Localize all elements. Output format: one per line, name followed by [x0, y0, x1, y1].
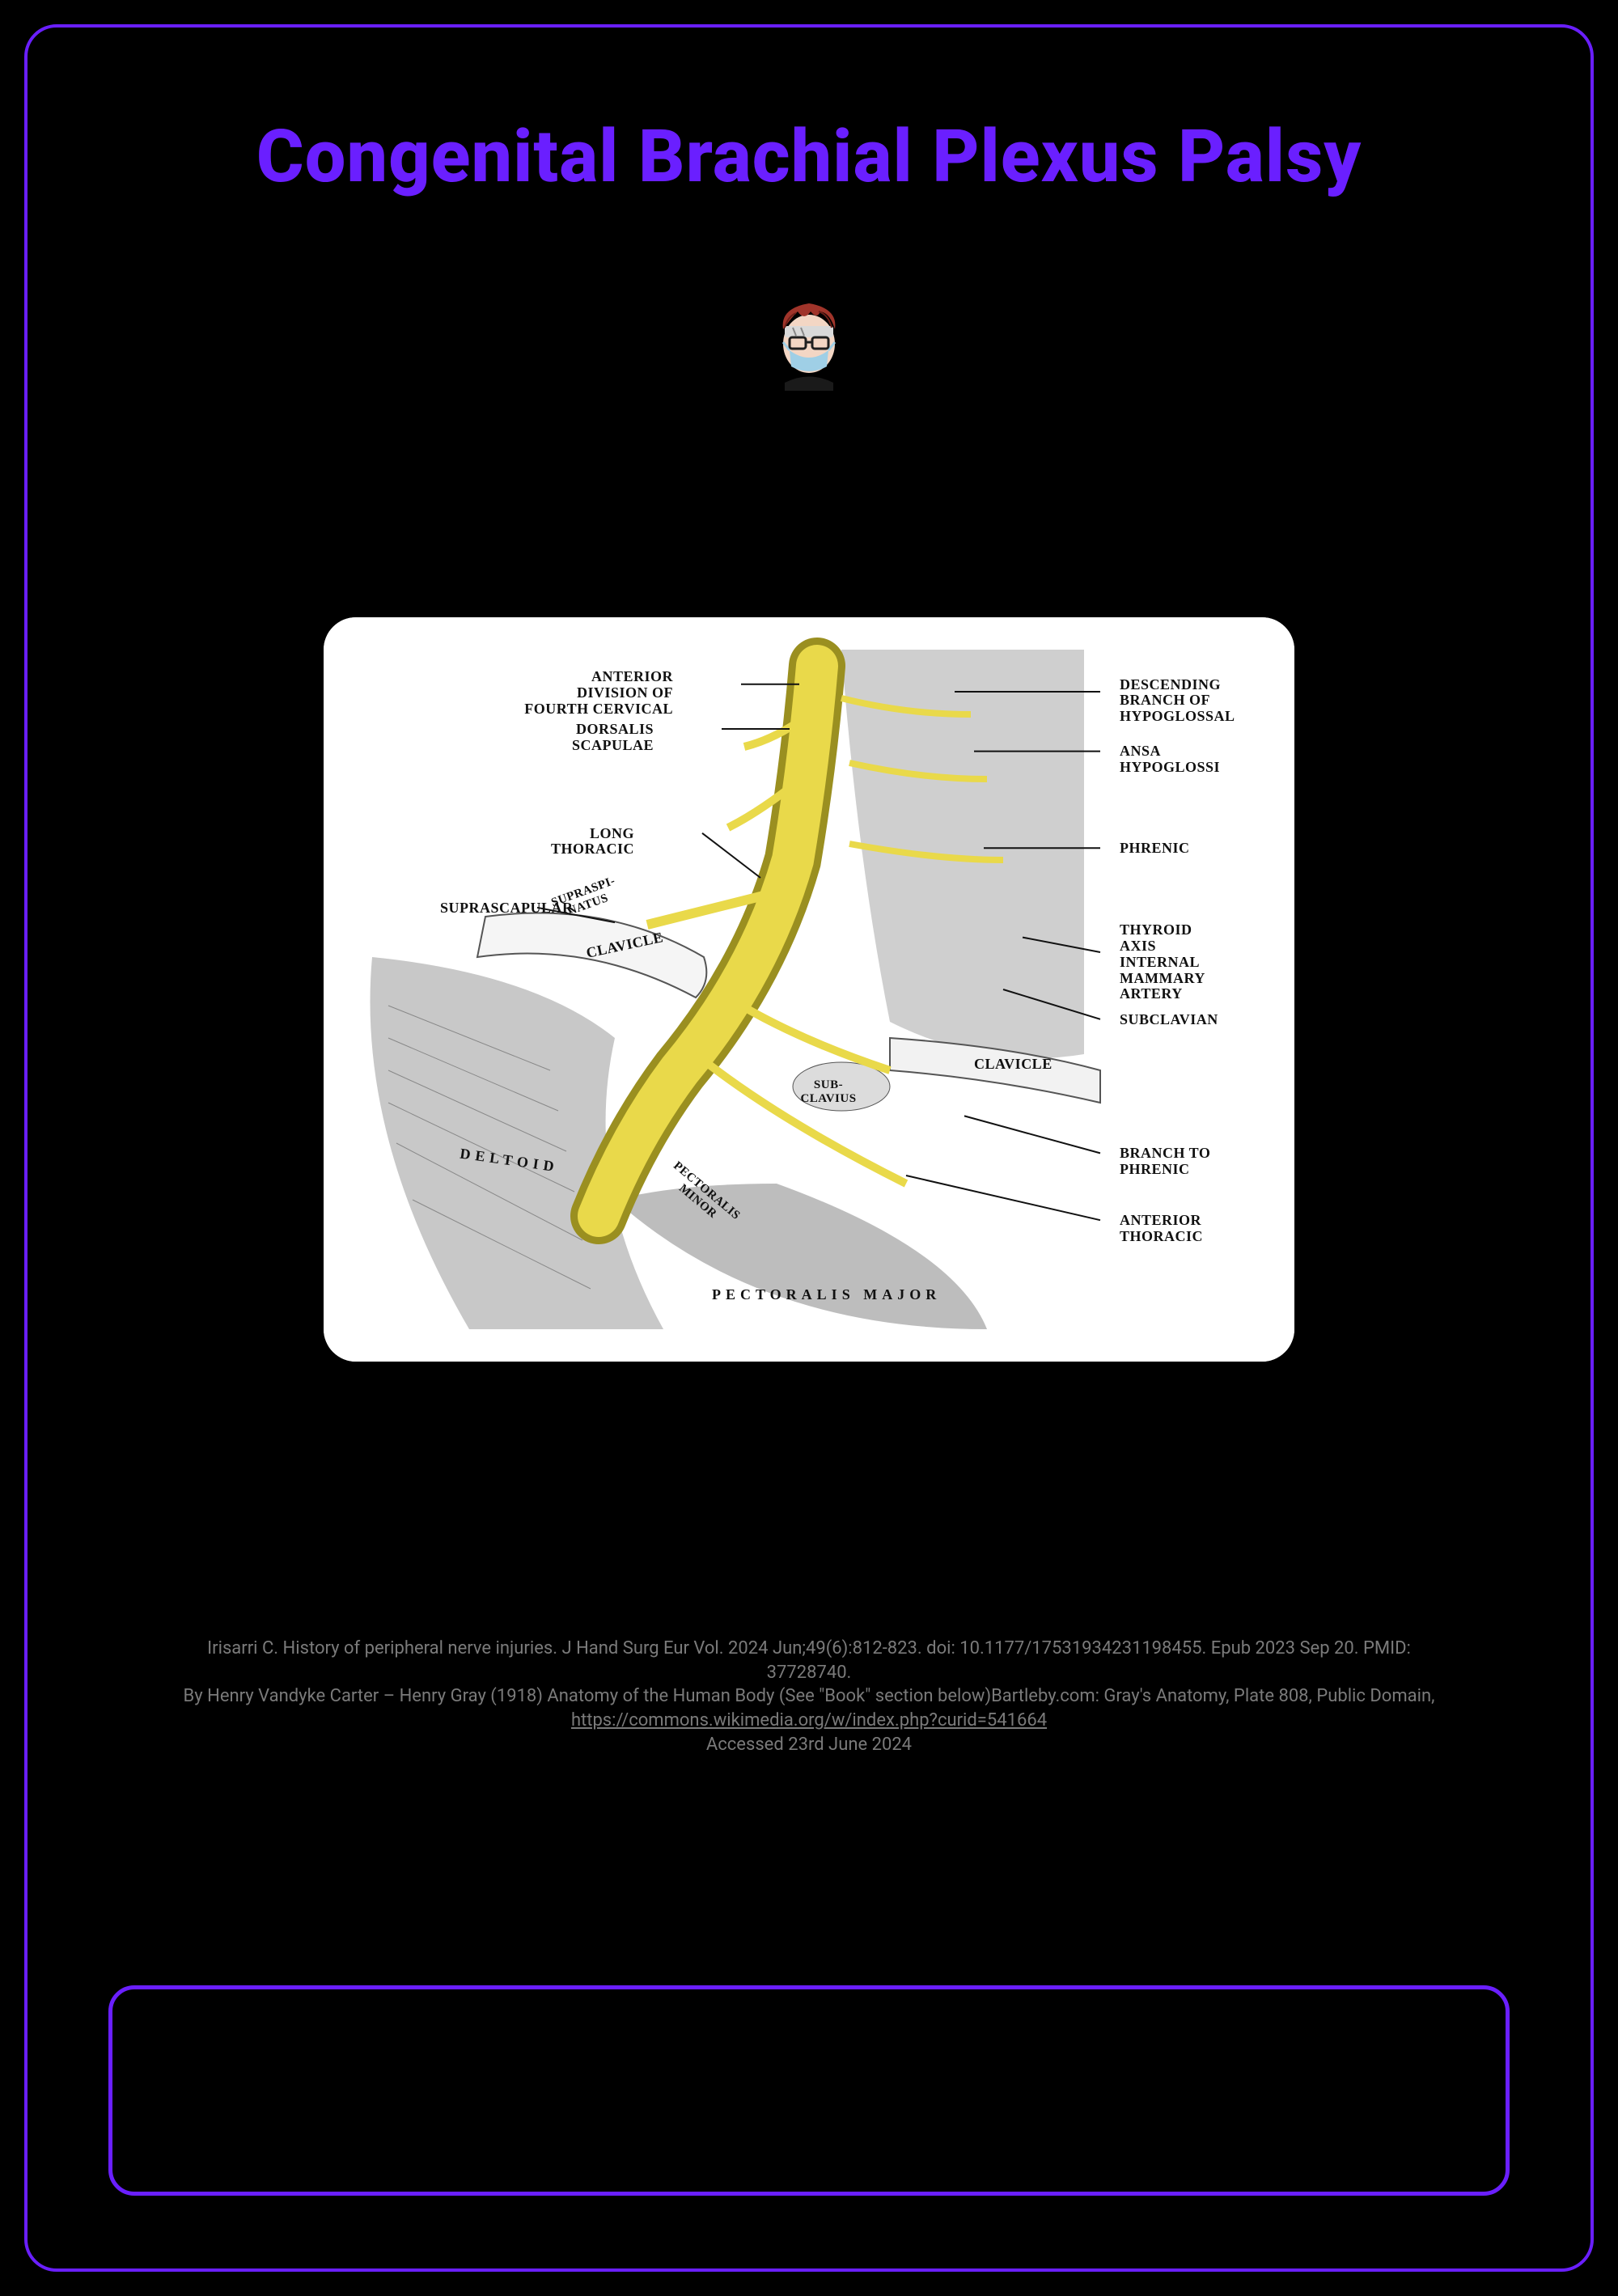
- diagram-wrap: ANTERIORDIVISION OFFOURTH CERVICAL DORSAL…: [108, 617, 1510, 1362]
- anatomy-diagram: ANTERIORDIVISION OFFOURTH CERVICAL DORSAL…: [324, 617, 1294, 1362]
- page: Congenital Brachial Plexus Palsy: [0, 0, 1618, 2296]
- diagram-label: PHRENIC: [1120, 841, 1190, 857]
- citation-line-2: By Henry Vandyke Carter – Henry Gray (19…: [173, 1684, 1445, 1732]
- page-title: Congenital Brachial Plexus Palsy: [108, 116, 1510, 197]
- citation-line-3: Accessed 23rd June 2024: [173, 1733, 1445, 1757]
- diagram-label: THYROIDAXISINTERNALMAMMARYARTERY: [1120, 922, 1205, 1002]
- citation-line-2-text: By Henry Vandyke Carter – Henry Gray (19…: [184, 1686, 1435, 1706]
- author-avatar-icon: [760, 294, 858, 391]
- avatar-wrap: [108, 294, 1510, 391]
- diagram-label: ANTERIORDIVISION OFFOURTH CERVICAL: [524, 669, 673, 717]
- diagram-label: SUB-CLAVIUS: [800, 1078, 856, 1105]
- diagram-label: ANSAHYPOGLOSSI: [1120, 743, 1220, 776]
- diagram-label: BRANCH TOPHRENIC: [1120, 1146, 1210, 1178]
- diagram-label: SUBCLAVIAN: [1120, 1012, 1218, 1028]
- citation-line-1: Irisarri C. History of peripheral nerve …: [173, 1637, 1445, 1684]
- diagram-label: LONGTHORACIC: [551, 826, 634, 858]
- diagram-label: CLAVICLE: [974, 1057, 1053, 1073]
- bottom-card: [108, 1985, 1510, 2196]
- citations-block: Irisarri C. History of peripheral nerve …: [108, 1637, 1510, 1756]
- diagram-label: PECTORALIS MAJOR: [712, 1287, 941, 1303]
- avatar-svg: [760, 294, 858, 391]
- diagram-label: DESCENDINGBRANCH OFHYPOGLOSSAL: [1120, 677, 1235, 725]
- outer-frame: Congenital Brachial Plexus Palsy: [24, 24, 1594, 2272]
- citation-link[interactable]: https://commons.wikimedia.org/w/index.ph…: [571, 1710, 1047, 1730]
- diagram-label: ANTERIORTHORACIC: [1120, 1213, 1203, 1245]
- diagram-label: DORSALISSCAPULAE: [572, 722, 654, 754]
